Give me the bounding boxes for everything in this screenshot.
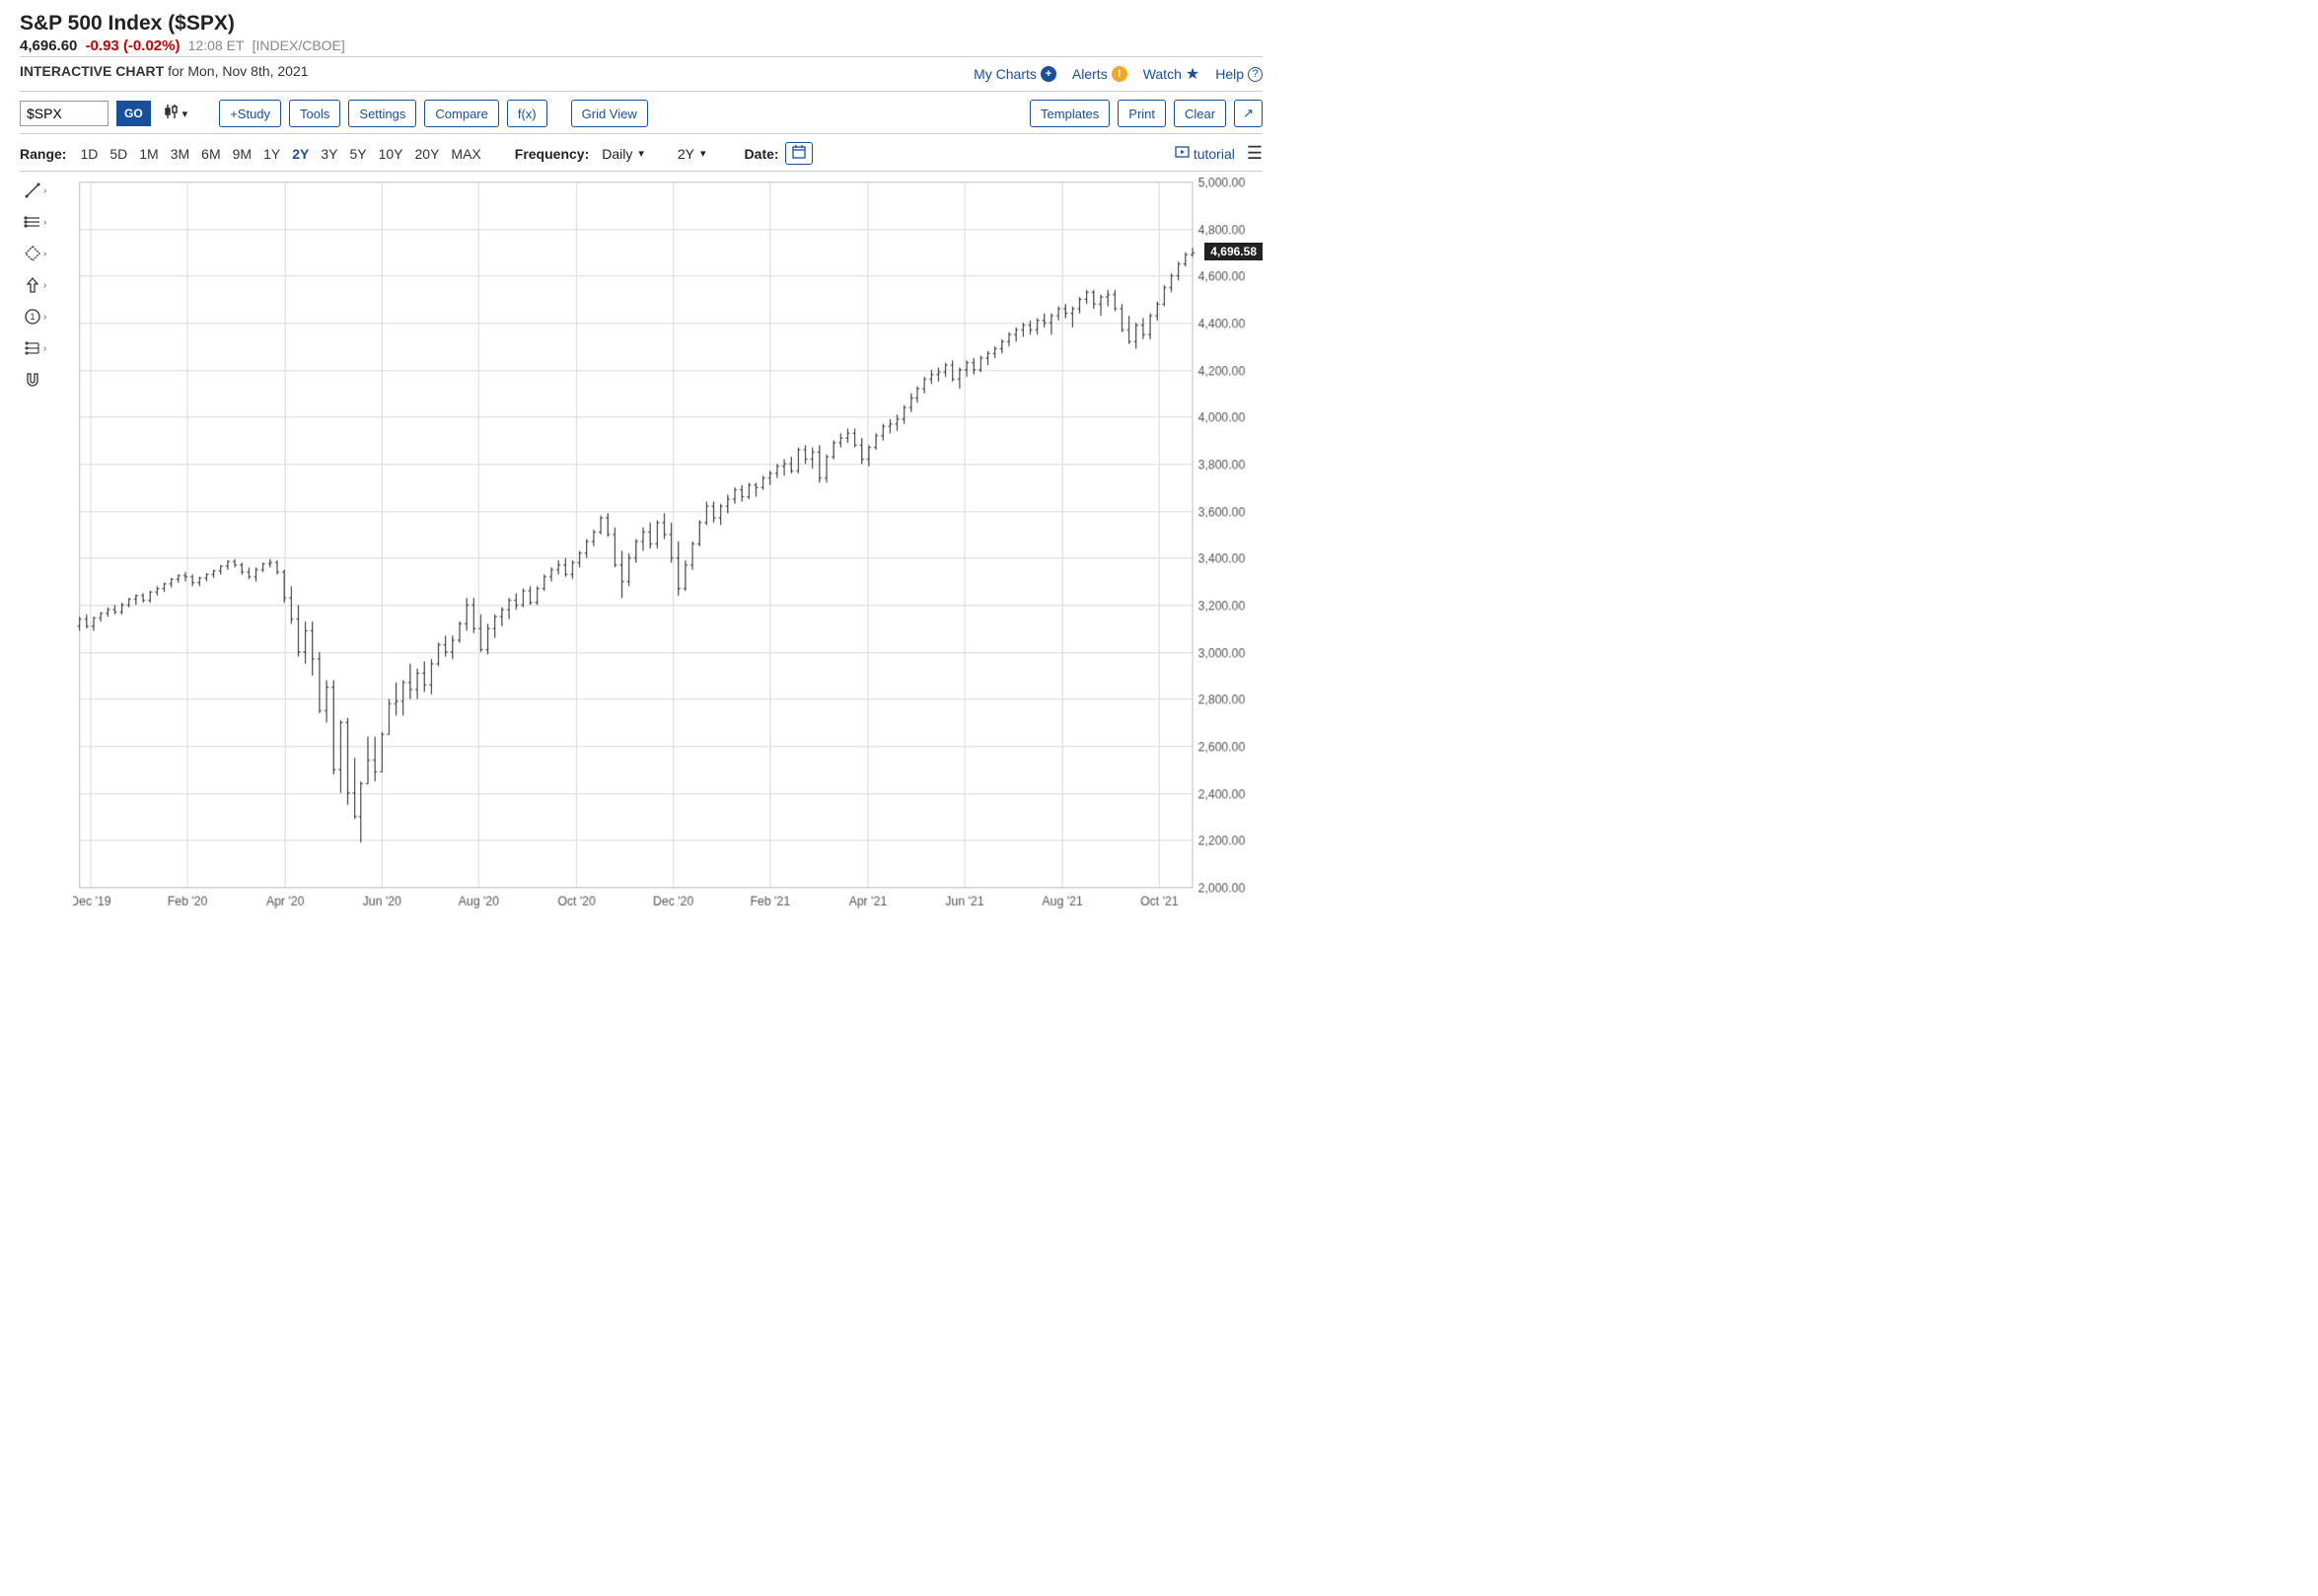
menu-button[interactable]: ☰ <box>1247 143 1263 164</box>
price-chart-canvas[interactable] <box>73 172 1263 917</box>
change-value: -0.93 <box>86 37 119 54</box>
chevron-right-icon: › <box>43 217 46 228</box>
range-options: 1D 5D 1M 3M 6M 9M 1Y 2Y 3Y 5Y 10Y 20Y MAX <box>80 146 480 162</box>
watch-label: Watch <box>1143 66 1182 82</box>
page-action-links: My Charts + Alerts ! Watch ★ Help ? <box>974 64 1263 84</box>
draw-arrow[interactable]: › <box>24 276 46 294</box>
compare-button[interactable]: Compare <box>424 100 498 127</box>
popout-button[interactable]: ↗ <box>1234 100 1263 127</box>
range-opt-max[interactable]: MAX <box>451 146 480 162</box>
candlestick-icon <box>163 103 181 125</box>
print-button[interactable]: Print <box>1118 100 1166 127</box>
study-button[interactable]: +Study <box>219 100 281 127</box>
tutorial-icon <box>1175 145 1190 163</box>
range-opt-1m[interactable]: 1M <box>139 146 158 162</box>
chevron-right-icon: › <box>43 249 46 259</box>
chevron-right-icon: › <box>43 280 46 291</box>
date-label: Date: <box>745 146 779 162</box>
star-icon: ★ <box>1186 64 1199 84</box>
price-line: 4,696.60 -0.93 (-0.02%) 12:08 ET [INDEX/… <box>20 37 1263 54</box>
draw-magnet[interactable] <box>24 371 41 389</box>
range-opt-6m[interactable]: 6M <box>201 146 220 162</box>
draw-trendline[interactable]: › <box>24 181 46 199</box>
calendar-icon <box>792 146 806 162</box>
frequency-dropdown[interactable]: Daily ▾ <box>597 143 649 165</box>
gridview-button[interactable]: Grid View <box>571 100 648 127</box>
price-change: -0.93 (-0.02%) <box>86 37 184 54</box>
settings-button[interactable]: Settings <box>348 100 416 127</box>
chart-type-dropdown[interactable]: ▾ <box>159 103 192 125</box>
calendar-button[interactable] <box>785 142 813 165</box>
mycharts-link[interactable]: My Charts + <box>974 66 1056 82</box>
tools-button[interactable]: Tools <box>289 100 340 127</box>
range-opt-9m[interactable]: 9M <box>233 146 252 162</box>
instrument-title: S&P 500 Index ($SPX) <box>20 12 1263 36</box>
chart-subtitle: INTERACTIVE CHART for Mon, Nov 8th, 2021 <box>20 63 309 79</box>
range-opt-2y[interactable]: 2Y <box>292 146 309 162</box>
svg-text:1: 1 <box>30 312 35 322</box>
last-price-marker: 4,696.58 <box>1204 243 1263 260</box>
frequency-label: Frequency: <box>515 146 589 162</box>
span-value: 2Y <box>678 146 694 162</box>
range-bar: Range: 1D 5D 1M 3M 6M 9M 1Y 2Y 3Y 5Y 10Y 20Y MAX Fre… <box>20 134 1263 171</box>
range-opt-10y[interactable]: 10Y <box>379 146 403 162</box>
templates-button[interactable]: Templates <box>1030 100 1110 127</box>
range-opt-5y[interactable]: 5Y <box>349 146 366 162</box>
chevron-down-icon: ▾ <box>700 147 706 160</box>
chevron-down-icon: ▾ <box>638 147 644 160</box>
alert-icon: ! <box>1112 66 1127 82</box>
help-icon: ? <box>1248 67 1263 82</box>
main-toolbar: GO ▾ +Study Tools Settings Compare f(x) … <box>20 92 1263 134</box>
range-opt-3m[interactable]: 3M <box>171 146 189 162</box>
quote-time: 12:08 ET <box>188 37 245 53</box>
mycharts-label: My Charts <box>974 66 1037 82</box>
exchange: [INDEX/CBOE] <box>253 37 345 53</box>
last-price: 4,696.60 <box>20 37 77 54</box>
change-pct: (-0.02%) <box>123 37 181 54</box>
tutorial-link[interactable]: tutorial <box>1175 145 1235 163</box>
hamburger-icon: ☰ <box>1247 143 1263 163</box>
subtitle-rest: for Mon, Nov 8th, 2021 <box>164 63 308 79</box>
alerts-label: Alerts <box>1072 66 1108 82</box>
draw-shape[interactable]: › <box>24 245 46 262</box>
clear-button[interactable]: Clear <box>1174 100 1226 127</box>
draw-channel[interactable]: › <box>24 213 46 231</box>
chevron-right-icon: › <box>43 185 46 196</box>
span-dropdown[interactable]: 2Y ▾ <box>673 143 711 165</box>
range-opt-3y[interactable]: 3Y <box>321 146 337 162</box>
go-button[interactable]: GO <box>116 101 151 126</box>
range-opt-1d[interactable]: 1D <box>80 146 98 162</box>
range-label: Range: <box>20 146 66 162</box>
chevron-right-icon: › <box>43 312 46 323</box>
alerts-link[interactable]: Alerts ! <box>1072 66 1127 82</box>
help-link[interactable]: Help ? <box>1215 66 1263 82</box>
chevron-down-icon: ▾ <box>182 108 188 120</box>
tutorial-label: tutorial <box>1194 146 1235 162</box>
fx-button[interactable]: f(x) <box>507 100 547 127</box>
symbol-input[interactable] <box>20 101 109 126</box>
chart-area[interactable]: 4,696.58 <box>73 172 1263 917</box>
subtitle-bold: INTERACTIVE CHART <box>20 63 164 79</box>
draw-fib[interactable]: › <box>24 339 46 357</box>
watch-link[interactable]: Watch ★ <box>1143 64 1200 84</box>
chevron-right-icon: › <box>43 343 46 354</box>
drawing-toolbar: › › › › 1› › <box>20 172 73 917</box>
help-label: Help <box>1215 66 1244 82</box>
frequency-value: Daily <box>602 146 632 162</box>
range-opt-20y[interactable]: 20Y <box>415 146 440 162</box>
range-opt-1y[interactable]: 1Y <box>263 146 280 162</box>
chart-container: › › › › 1› › 4,696.58 <box>20 171 1263 917</box>
plus-icon: + <box>1041 66 1056 82</box>
popout-icon: ↗ <box>1243 106 1254 120</box>
range-opt-5d[interactable]: 5D <box>109 146 127 162</box>
draw-annotation[interactable]: 1› <box>24 308 46 326</box>
